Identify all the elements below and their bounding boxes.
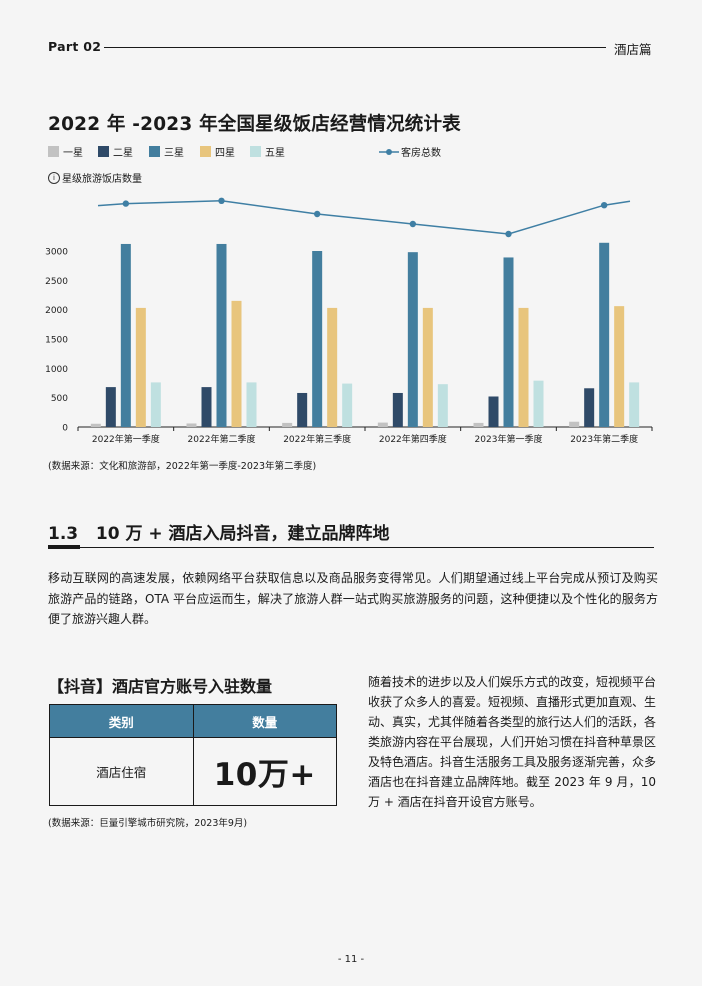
x-tick-label: 2022年第一季度 — [92, 433, 160, 445]
chart-title: 2022 年 -2023 年全国星级饭店经营情况统计表 — [48, 114, 461, 135]
line-point — [409, 220, 417, 228]
legend-label-5: 五星 — [265, 148, 285, 159]
bar — [629, 382, 640, 427]
bar — [584, 388, 595, 427]
y-tick-label: 2000 — [45, 306, 68, 316]
bar — [246, 382, 257, 427]
line-point — [313, 210, 321, 218]
table-row: 酒店住宿 10万+ — [50, 737, 336, 805]
bar — [614, 306, 625, 427]
y-axis-title-text: 星级旅游饭店数量 — [62, 174, 142, 185]
legend-item-2: 二星 — [98, 144, 133, 159]
y-axis-title: i 星级旅游饭店数量 — [48, 170, 142, 185]
bar — [105, 387, 116, 427]
legend-swatch-5 — [250, 146, 261, 157]
bar — [135, 307, 146, 427]
accounts-table: 类别 数量 酒店住宿 10万+ — [49, 704, 337, 806]
x-tick-label: 2022年第四季度 — [379, 433, 447, 445]
y-tick-label: 2500 — [45, 277, 68, 287]
section-title: 1.3 10 万 + 酒店入局抖音，建立品牌阵地 — [48, 524, 390, 544]
header-rule — [104, 47, 606, 48]
y-tick-label: 1000 — [45, 365, 68, 375]
table-header-count: 数量 — [252, 714, 278, 730]
y-tick-label: 3000 — [45, 248, 68, 258]
bar-chart: 0 500 1000 1500 2000 2500 3000 2022年第一季度 2022年第二… — [45, 197, 653, 445]
table-cell-count: 10万+ — [213, 757, 316, 793]
info-icon: i — [48, 171, 60, 184]
section-label: 酒店篇 — [614, 42, 652, 57]
side-paragraph: 随着技术的进步以及人们娱乐方式的改变，短视频平台收获了众多人的喜爱。短视频、直播… — [368, 675, 657, 809]
bar — [90, 423, 101, 427]
bar — [342, 383, 353, 427]
bar — [186, 423, 197, 427]
series-line-rooms — [97, 200, 631, 235]
bar — [120, 243, 131, 427]
section-accent-bar — [48, 545, 80, 549]
legend-line-label: 客房总数 — [401, 148, 441, 159]
bar — [327, 307, 338, 427]
bar — [437, 384, 448, 427]
legend-label-2: 二星 — [113, 148, 133, 159]
legend-swatch-4 — [200, 146, 211, 157]
line-point — [122, 200, 130, 207]
x-tick-label: 2023年第一季度 — [475, 433, 543, 445]
bar — [422, 307, 433, 427]
legend-item-1: 一星 — [48, 144, 83, 159]
legend-label-3: 三星 — [164, 148, 184, 159]
bar — [533, 380, 544, 427]
bar — [569, 421, 580, 427]
legend-item-5: 五星 — [250, 144, 285, 159]
bar — [312, 251, 323, 427]
legend-item-4: 四星 — [200, 144, 235, 159]
legend-swatch-2 — [98, 146, 109, 157]
legend-swatch-1 — [48, 146, 59, 157]
table-title: 【抖音】酒店官方账号入驻数量 — [48, 677, 273, 696]
table-cell-category: 酒店住宿 — [50, 738, 194, 805]
y-tick-label: 1500 — [45, 336, 68, 346]
table-header-category: 类别 — [50, 705, 194, 737]
legend-label-4: 四星 — [215, 148, 235, 159]
page-number: - 11 - — [337, 954, 365, 965]
bar — [231, 300, 242, 427]
x-tick-label: 2023年第二季度 — [570, 433, 638, 445]
bar — [518, 307, 529, 427]
bar — [473, 422, 484, 427]
bar — [282, 422, 293, 427]
legend-swatch-3 — [149, 146, 160, 157]
x-tick-label: 2022年第三季度 — [283, 433, 351, 445]
bar — [488, 396, 499, 427]
bar — [201, 387, 212, 427]
bar — [392, 392, 403, 427]
legend-label-1: 一星 — [63, 148, 83, 159]
legend-line-marker — [379, 148, 399, 155]
bar — [297, 392, 308, 427]
part-label: Part 02 — [48, 39, 102, 54]
x-tick-label: 2022年第二季度 — [188, 433, 256, 445]
legend-line-item: 客房总数 — [379, 144, 441, 159]
legend-item-3: 三星 — [149, 144, 184, 159]
line-point — [600, 202, 608, 209]
y-tick-label: 0 — [62, 424, 68, 434]
chart-source: (数据来源：文化和旅游部，2022年第一季度-2023年第二季度) — [48, 461, 317, 472]
section-rule — [80, 547, 654, 548]
bar — [503, 257, 514, 427]
bar — [150, 382, 161, 427]
bar — [599, 242, 610, 427]
line-point — [218, 197, 225, 204]
table-header-row: 类别 数量 — [50, 705, 336, 737]
y-tick-label: 500 — [51, 394, 68, 404]
line-point — [505, 230, 512, 238]
bar — [407, 252, 418, 427]
table-source: (数据来源：巨量引擎城市研究院，2023年9月) — [48, 818, 248, 829]
bar — [377, 422, 388, 427]
bar — [216, 243, 227, 427]
intro-paragraph: 移动互联网的高速发展，依赖网络平台获取信息以及商品服务变得常见。人们期望通过线上… — [48, 571, 658, 626]
